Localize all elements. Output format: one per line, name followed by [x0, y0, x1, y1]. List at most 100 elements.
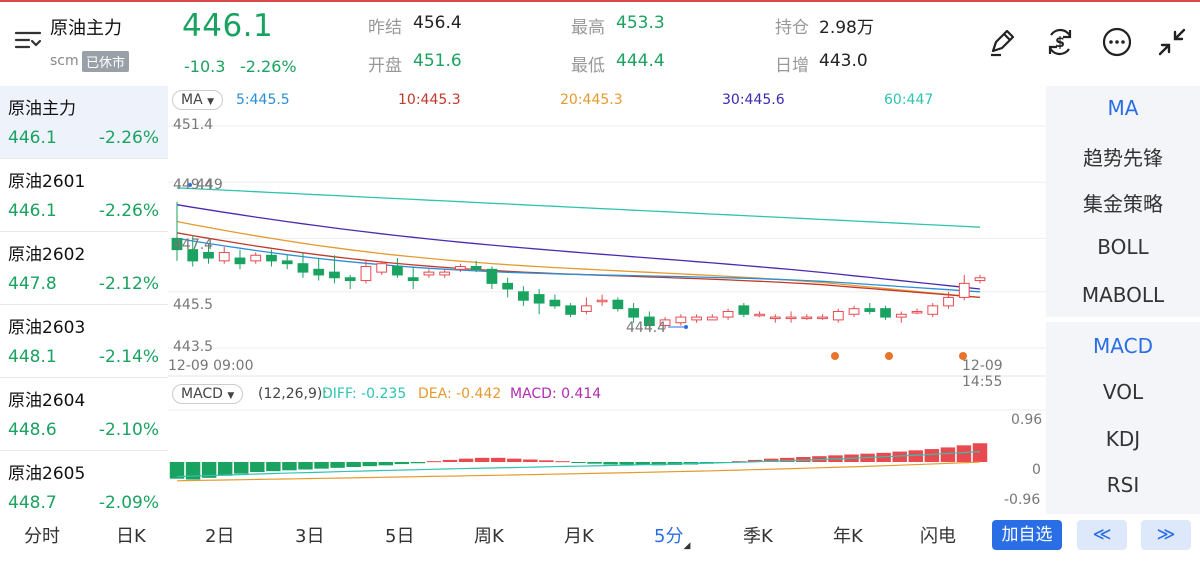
contract-item[interactable]: 原油主力 446.1 -2.26%: [0, 86, 168, 159]
contract-item[interactable]: 原油2604 448.6 -2.10%: [0, 378, 168, 451]
macd-bar: [362, 462, 377, 467]
indicator-vol[interactable]: VOL: [1102, 380, 1144, 404]
candle-body: [297, 263, 309, 273]
candle-body: [675, 316, 687, 324]
contract-item[interactable]: 原油2602 447.8 -2.12%: [0, 232, 168, 305]
event-dot: [959, 352, 967, 360]
candle-body: [329, 271, 340, 279]
contract-item[interactable]: 原油2601 446.1 -2.26%: [0, 159, 168, 232]
tab-5day[interactable]: 5日: [385, 526, 415, 547]
day-add-value: 443.0: [819, 51, 868, 71]
tab-5min-label: 5分: [654, 526, 684, 547]
high-value: 453.3: [616, 13, 665, 33]
macd-bar: [474, 457, 490, 462]
contract-code: scm: [50, 53, 79, 69]
price-axis-label: 447.4: [173, 237, 214, 253]
indicator-kdj[interactable]: KDJ: [1105, 427, 1141, 451]
tab-yearly[interactable]: 年K: [833, 526, 863, 547]
indicator-macd[interactable]: MACD: [1093, 334, 1153, 358]
prev-close-value: 456.4: [413, 13, 462, 33]
ma20-line: [176, 220, 981, 299]
indicator-maboll[interactable]: MABOLL: [1081, 283, 1165, 307]
macd-bar: [796, 457, 811, 462]
contract-title[interactable]: 原油主力: [50, 18, 122, 39]
macd-bar: [282, 462, 297, 471]
next-button[interactable]: ≫: [1141, 520, 1191, 550]
low-annotation: 444.4: [626, 320, 667, 336]
caret-down-icon: ▼: [207, 97, 215, 107]
candle-body: [470, 266, 482, 270]
ma-selector-label: MA: [181, 92, 203, 108]
candle-body: [927, 305, 939, 315]
candle-body: [832, 310, 844, 321]
tab-intraday[interactable]: 分时: [24, 526, 60, 547]
macd-bar: [314, 462, 329, 469]
top-accent-line: [0, 0, 1200, 2]
candle-body: [817, 316, 828, 320]
tab-weekly[interactable]: 周K: [474, 526, 504, 547]
candle-body: [392, 266, 403, 276]
contract-pct: -2.12%: [98, 274, 159, 294]
contract-item[interactable]: 原油2603 448.1 -2.14%: [0, 305, 168, 378]
divider: [0, 304, 168, 305]
indicator-ma[interactable]: MA: [1107, 96, 1139, 120]
macd-bar: [940, 447, 956, 462]
candle-body: [691, 316, 702, 321]
macd-bar: [555, 461, 570, 463]
macd-bar: [201, 462, 217, 478]
indicator-strategy[interactable]: 集金策略: [1083, 192, 1163, 216]
tab-3day[interactable]: 3日: [295, 526, 325, 547]
tab-daily[interactable]: 日K: [116, 526, 146, 547]
candle-body: [895, 313, 907, 318]
macd-selector[interactable]: MACD ▼: [172, 384, 244, 404]
candle-body: [266, 254, 277, 262]
tab-5min[interactable]: 5分◢: [654, 522, 690, 551]
price-axis-label: 449.4: [173, 177, 214, 193]
contract-name: 原油2603: [8, 318, 86, 338]
low-label: 最低: [571, 56, 605, 76]
tab-flash[interactable]: 闪电: [920, 526, 956, 547]
kline-chart-area[interactable]: MA ▼ 5:445.5 10:445.3 20:445.3 30:445.6 …: [168, 86, 1046, 514]
macd-bar: [298, 462, 313, 470]
macd-bar: [410, 462, 426, 464]
indicator-trend[interactable]: 趋势先锋: [1083, 146, 1163, 170]
ma-selector[interactable]: MA ▼: [172, 90, 224, 110]
ma5-value: 5:445.5: [236, 92, 290, 108]
indicator-boll[interactable]: BOLL: [1097, 235, 1149, 259]
candle-body: [423, 271, 435, 276]
contract-item[interactable]: 原油2605 448.7 -2.09%: [0, 451, 168, 524]
tab-2day[interactable]: 2日: [205, 526, 235, 547]
period-tab-bar: 分时 日K 2日 3日 5日 周K 月K 5分◢ 季K 年K 闪电 加自选 ≪ …: [0, 514, 1200, 570]
macd-bar: [458, 458, 474, 462]
macd-bar: [378, 462, 394, 466]
more-icon[interactable]: [1101, 26, 1133, 58]
collapse-icon[interactable]: [1156, 26, 1188, 58]
candle-body: [612, 299, 624, 310]
diff-line: [176, 451, 981, 478]
macd-bar: [747, 459, 763, 462]
svg-text:$: $: [1055, 35, 1065, 51]
currency-exchange-icon[interactable]: $: [1044, 26, 1076, 58]
event-dot: [885, 352, 893, 360]
macd-bar: [490, 457, 506, 462]
macd-axis-label: 0.96: [1011, 412, 1043, 428]
tab-quarterly[interactable]: 季K: [743, 526, 773, 547]
macd-bar: [330, 462, 345, 468]
candle-body: [958, 282, 970, 298]
macd-bar: [956, 445, 972, 462]
menu-icon[interactable]: [14, 28, 42, 52]
macd-value: MACD: 0.414: [510, 386, 602, 402]
candle-body: [344, 277, 356, 282]
macd-bar: [250, 462, 265, 472]
candle-body: [722, 310, 734, 318]
tab-monthly[interactable]: 月K: [564, 526, 594, 547]
low-value: 444.4: [616, 51, 665, 71]
indicator-rsi[interactable]: RSI: [1106, 473, 1140, 497]
divider: [1046, 317, 1200, 322]
ma20-value: 20:445.3: [560, 92, 623, 108]
open-interest-value: 2.98万: [819, 18, 874, 38]
macd-bar: [972, 443, 988, 462]
add-watchlist-button[interactable]: 加自选: [992, 520, 1062, 550]
pen-icon[interactable]: [986, 26, 1018, 58]
prev-button[interactable]: ≪: [1077, 520, 1127, 550]
